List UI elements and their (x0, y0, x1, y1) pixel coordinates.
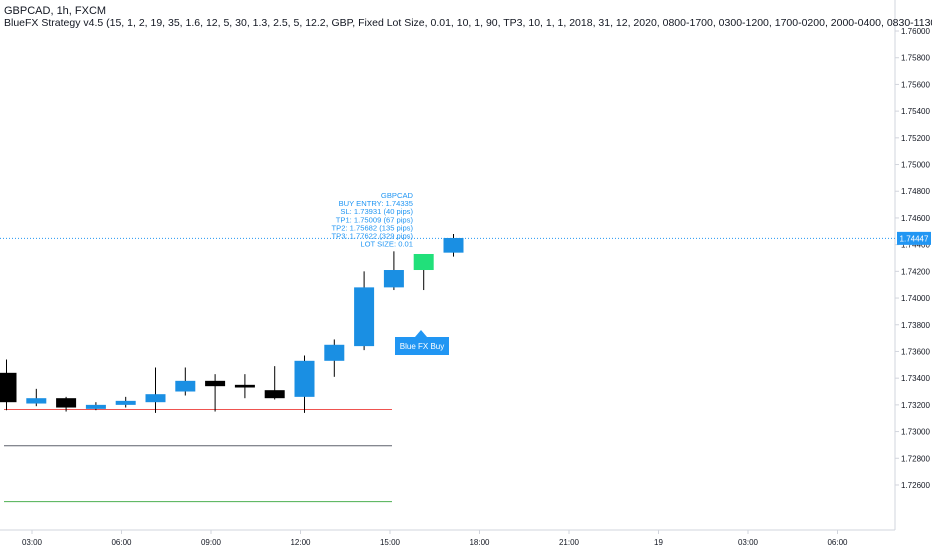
trade-info-line: TP1: 1.75009 (67 pips) (336, 215, 414, 224)
y-tick-label: 1.72800 (901, 454, 930, 463)
trade-info-line: TP2: 1.75682 (135 pips) (332, 223, 414, 232)
candle-body (0, 372, 17, 403)
symbol-title[interactable]: GBPCAD, 1h, FXCM (4, 5, 107, 17)
y-tick-label: 1.74200 (901, 267, 930, 276)
candle-body (115, 400, 136, 405)
last-price-tag-box (897, 231, 931, 245)
candle-body (234, 384, 255, 388)
x-tick-label: 09:00 (201, 538, 222, 547)
x-tick-label: 19 (654, 538, 663, 547)
x-tick-label: 03:00 (738, 538, 759, 547)
y-tick-label: 1.73200 (901, 401, 930, 410)
trade-info-line: LOT SIZE: 0.01 (360, 240, 413, 249)
buy-signal-label-box (395, 330, 449, 355)
y-tick-label: 1.75200 (901, 134, 930, 143)
y-tick-label: 1.75400 (901, 107, 930, 116)
y-tick-label: 1.74800 (901, 187, 930, 196)
y-tick-label: 1.73600 (901, 347, 930, 356)
x-tick-label: 15:00 (380, 538, 401, 547)
candle-body (175, 380, 196, 392)
y-tick-label: 1.74000 (901, 294, 930, 303)
y-tick-label: 1.75600 (901, 80, 930, 89)
y-tick-label: 1.75800 (901, 54, 930, 63)
y-tick-label: 1.74400 (901, 241, 930, 250)
candle-body (56, 398, 77, 408)
y-tick-label: 1.73000 (901, 428, 930, 437)
y-tick-label: 1.73400 (901, 374, 930, 383)
candle-body (264, 390, 285, 399)
candle-body (383, 270, 404, 288)
trade-info-line: TP3: 1.77622 (329 pips) (332, 232, 414, 241)
x-tick-label: 21:00 (559, 538, 580, 547)
y-tick-label: 1.73800 (901, 321, 930, 330)
y-tick-label: 1.72600 (901, 481, 930, 490)
x-tick-label: 12:00 (290, 538, 311, 547)
x-tick-label: 03:00 (22, 538, 43, 547)
trade-info-line: GBPCAD (381, 191, 414, 200)
candle-body (205, 380, 226, 387)
indicator-legend[interactable]: BlueFX Strategy v4.5 (15, 1, 2, 19, 35, … (4, 17, 932, 29)
candle-body (324, 344, 345, 361)
candle-body (354, 287, 375, 347)
candle-body (443, 237, 464, 253)
signal-candle-body (413, 253, 434, 271)
trade-info-line: BUY ENTRY: 1.74335 (339, 199, 413, 208)
candle-body (85, 404, 106, 409)
x-tick-label: 06:00 (827, 538, 848, 547)
last-price-tag: 1.74447 (900, 234, 929, 243)
x-tick-label: 06:00 (111, 538, 132, 547)
candle-body (145, 394, 166, 403)
y-tick-label: 1.75000 (901, 161, 930, 170)
candle-body (294, 360, 315, 397)
x-tick-label: 18:00 (469, 538, 490, 547)
y-tick-label: 1.74600 (901, 214, 930, 223)
trade-info-line: SL: 1.73931 (40 pips) (340, 207, 413, 216)
candle-body (26, 398, 47, 404)
y-tick-label: 1.76000 (901, 27, 930, 36)
buy-signal-label: Blue FX Buy (400, 342, 444, 351)
